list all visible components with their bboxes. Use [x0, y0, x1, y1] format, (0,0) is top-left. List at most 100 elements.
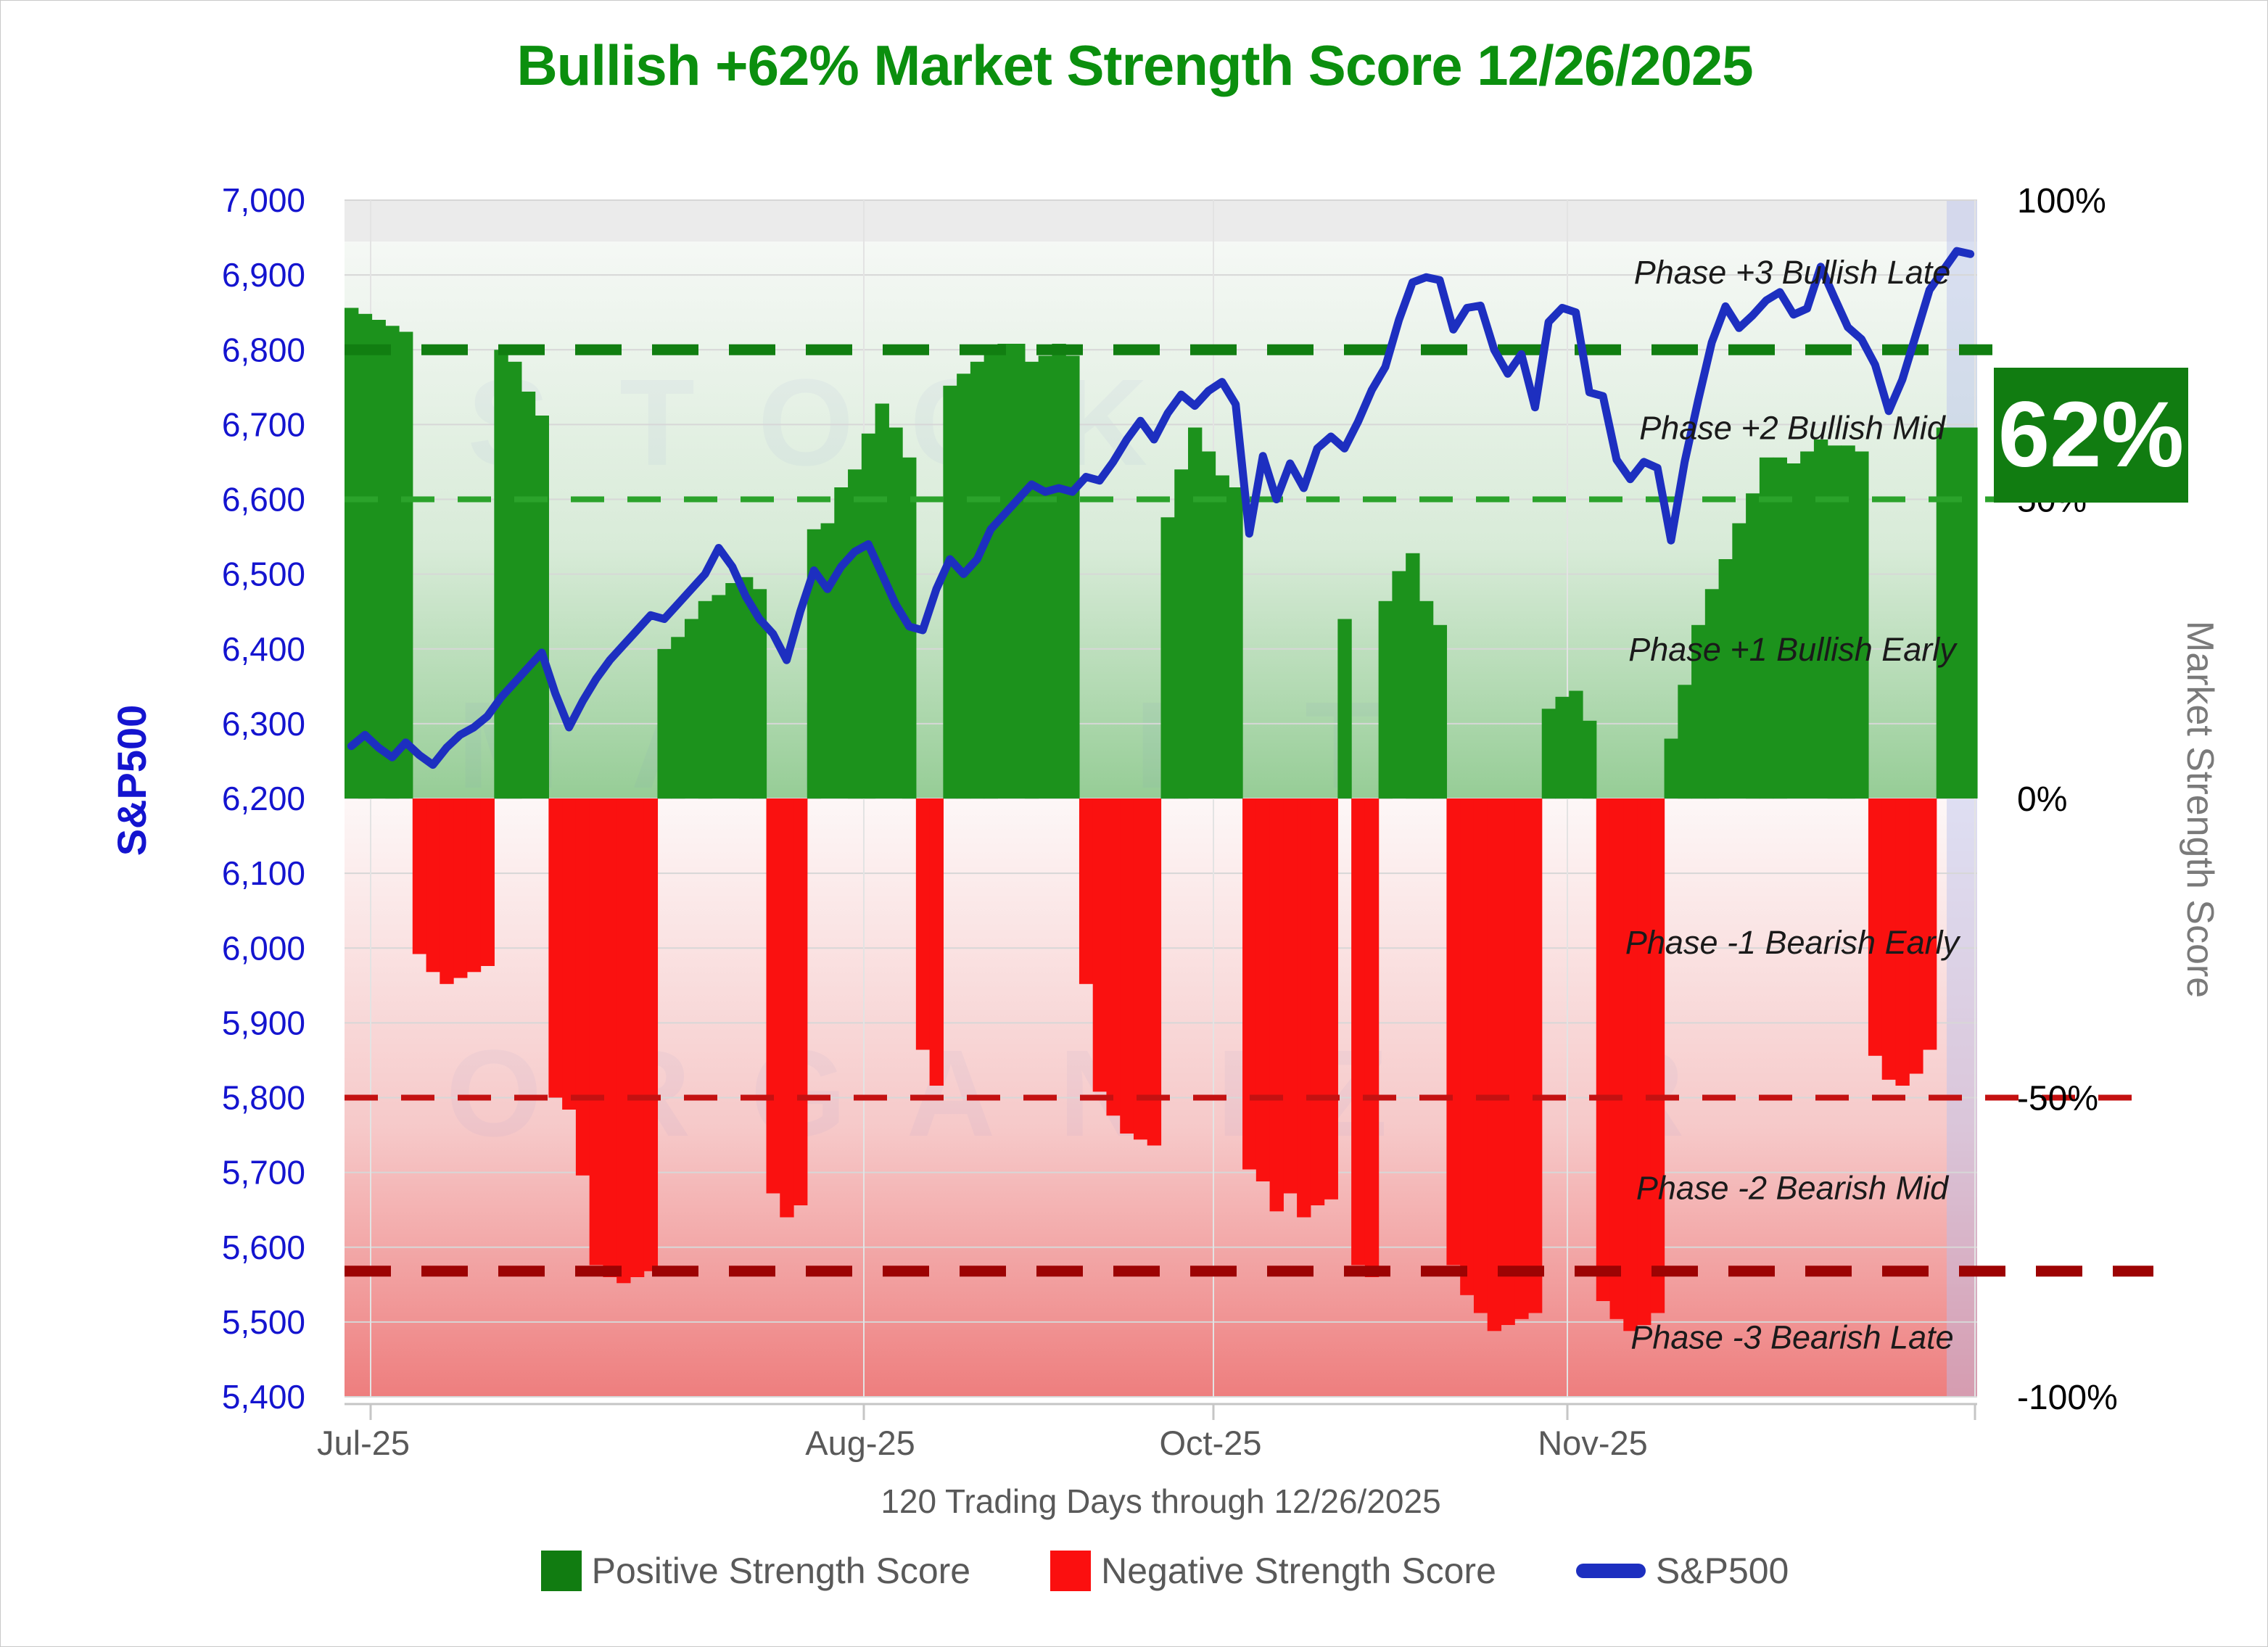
- negative-strength-bar: [1473, 798, 1488, 1313]
- x-axis-label: Jul-25: [317, 1424, 410, 1462]
- x-axis-label: Oct-25: [1159, 1424, 1261, 1462]
- legend-item: Positive Strength Score: [540, 1550, 970, 1592]
- positive-strength-bar: [1201, 451, 1216, 798]
- positive-strength-bar: [698, 600, 713, 799]
- left-axis-labels: 7,000 6,900 6,800 6,700 6,600 6,500 6,400 6,300…: [222, 181, 305, 1416]
- positive-strength-bar: [1855, 451, 1869, 798]
- positive-strength-bar: [1664, 738, 1678, 798]
- legend-square-swatch: [540, 1551, 582, 1591]
- negative-strength-bar: [766, 798, 780, 1194]
- negative-strength-bar: [1324, 798, 1338, 1200]
- positive-strength-bar: [1963, 427, 1978, 798]
- negative-strength-bar: [1909, 798, 1923, 1074]
- positive-strength-bar: [671, 637, 685, 799]
- positive-strength-bar: [371, 320, 386, 798]
- right-axis-title: Market Strength Score: [2179, 621, 2221, 998]
- positive-strength-bar: [535, 416, 549, 798]
- positive-strength-bar: [738, 577, 754, 799]
- left-axis-label: 5,500: [222, 1303, 305, 1341]
- legend: Positive Strength Score Negative Strength…: [240, 1550, 2090, 1592]
- positive-strength-bar: [1936, 427, 1951, 798]
- positive-strength-bar: [1827, 445, 1842, 799]
- negative-strength-bar: [1092, 798, 1108, 1092]
- negative-strength-bar: [453, 798, 468, 978]
- negative-strength-bar: [480, 798, 495, 966]
- left-axis-label: 7,000: [222, 181, 305, 219]
- positive-strength-bar: [834, 487, 849, 798]
- svg-text:O: O: [758, 354, 854, 492]
- right-axis-label: 100%: [2017, 182, 2106, 220]
- negative-strength-bar: [603, 798, 617, 1277]
- negative-strength-bar: [548, 798, 563, 1098]
- negative-strength-bar: [1609, 798, 1624, 1319]
- positive-strength-bar: [1813, 439, 1828, 798]
- positive-strength-bar: [725, 583, 740, 798]
- negative-strength-bar: [1364, 798, 1380, 1277]
- positive-strength-bar: [1406, 553, 1420, 799]
- negative-strength-bar: [1922, 798, 1937, 1050]
- left-axis-label: 6,700: [222, 405, 305, 443]
- negative-strength-bar: [630, 798, 645, 1277]
- negative-strength-bar: [426, 798, 440, 973]
- positive-strength-bar: [820, 523, 835, 798]
- negative-strength-bar: [1881, 798, 1897, 1080]
- positive-strength-bar: [848, 469, 862, 799]
- phase-label: Phase +3 Bullish Late: [1634, 254, 1951, 291]
- negative-strength-bar: [1596, 798, 1611, 1301]
- positive-strength-bar: [1718, 559, 1733, 798]
- positive-strength-bar: [1188, 427, 1203, 798]
- legend-square-swatch: [1050, 1551, 1092, 1591]
- x-axis-label: Aug-25: [805, 1424, 915, 1462]
- phase-label: Phase -3 Bearish Late: [1630, 1319, 1953, 1356]
- negative-strength-bar: [1650, 798, 1665, 1313]
- negative-strength-bar: [412, 798, 427, 954]
- left-axis-label: 6,900: [222, 256, 305, 294]
- positive-strength-bar: [1569, 690, 1583, 798]
- positive-strength-bar: [875, 403, 889, 798]
- negative-strength-bar: [466, 798, 482, 973]
- negative-strength-bar: [1487, 798, 1502, 1332]
- legend-item: Negative Strength Score: [1050, 1550, 1496, 1592]
- positive-strength-bar: [345, 307, 359, 798]
- negative-strength-bar: [1895, 798, 1910, 1086]
- x-axis-ticks: [369, 1404, 1976, 1420]
- positive-strength-bar: [984, 350, 998, 799]
- positive-strength-bar: [657, 648, 672, 799]
- negative-strength-bar: [589, 798, 604, 1266]
- negative-strength-bar: [1242, 798, 1257, 1170]
- strength-bars: [345, 307, 1978, 1332]
- phase-label: Phase -2 Bearish Mid: [1636, 1169, 1950, 1206]
- negative-strength-bar: [1310, 798, 1325, 1205]
- negative-strength-bar: [1133, 798, 1148, 1140]
- left-axis-title: S&P500: [109, 705, 154, 856]
- phase-label: Phase -1 Bearish Early: [1625, 924, 1961, 961]
- positive-strength-bar: [752, 589, 767, 799]
- right-axis-label: -50%: [2017, 1080, 2098, 1118]
- left-axis-label: 5,600: [222, 1229, 305, 1266]
- positive-strength-bar: [684, 619, 699, 798]
- positive-strength-bar: [1841, 445, 1855, 799]
- positive-strength-bar: [1052, 344, 1066, 798]
- negative-strength-bar: [562, 798, 577, 1110]
- positive-strength-bar: [1432, 624, 1448, 799]
- right-axis-label: -100%: [2017, 1379, 2118, 1417]
- left-axis-label: 6,800: [222, 331, 305, 368]
- left-axis-label: 5,900: [222, 1004, 305, 1041]
- legend-label: Negative Strength Score: [1101, 1551, 1496, 1591]
- plot-top-band: [345, 200, 1977, 242]
- left-axis-label: 5,700: [222, 1154, 305, 1192]
- positive-strength-bar: [1704, 589, 1720, 799]
- positive-strength-bar: [494, 350, 508, 799]
- positive-strength-bar: [1691, 624, 1706, 799]
- negative-strength-bar: [1079, 798, 1094, 984]
- left-axis-label: 5,400: [222, 1378, 305, 1416]
- negative-strength-bar: [1637, 798, 1651, 1325]
- phase-label: Phase +1 Bullish Early: [1628, 631, 1958, 668]
- positive-strength-bar: [508, 361, 522, 799]
- legend-line-swatch: [1575, 1564, 1646, 1578]
- chart-title: Bullish +62% Market Strength Score 12/26…: [516, 33, 1753, 97]
- positive-strength-bar: [1024, 361, 1039, 799]
- positive-strength-bar: [1065, 355, 1080, 798]
- positive-strength-bar: [888, 427, 903, 798]
